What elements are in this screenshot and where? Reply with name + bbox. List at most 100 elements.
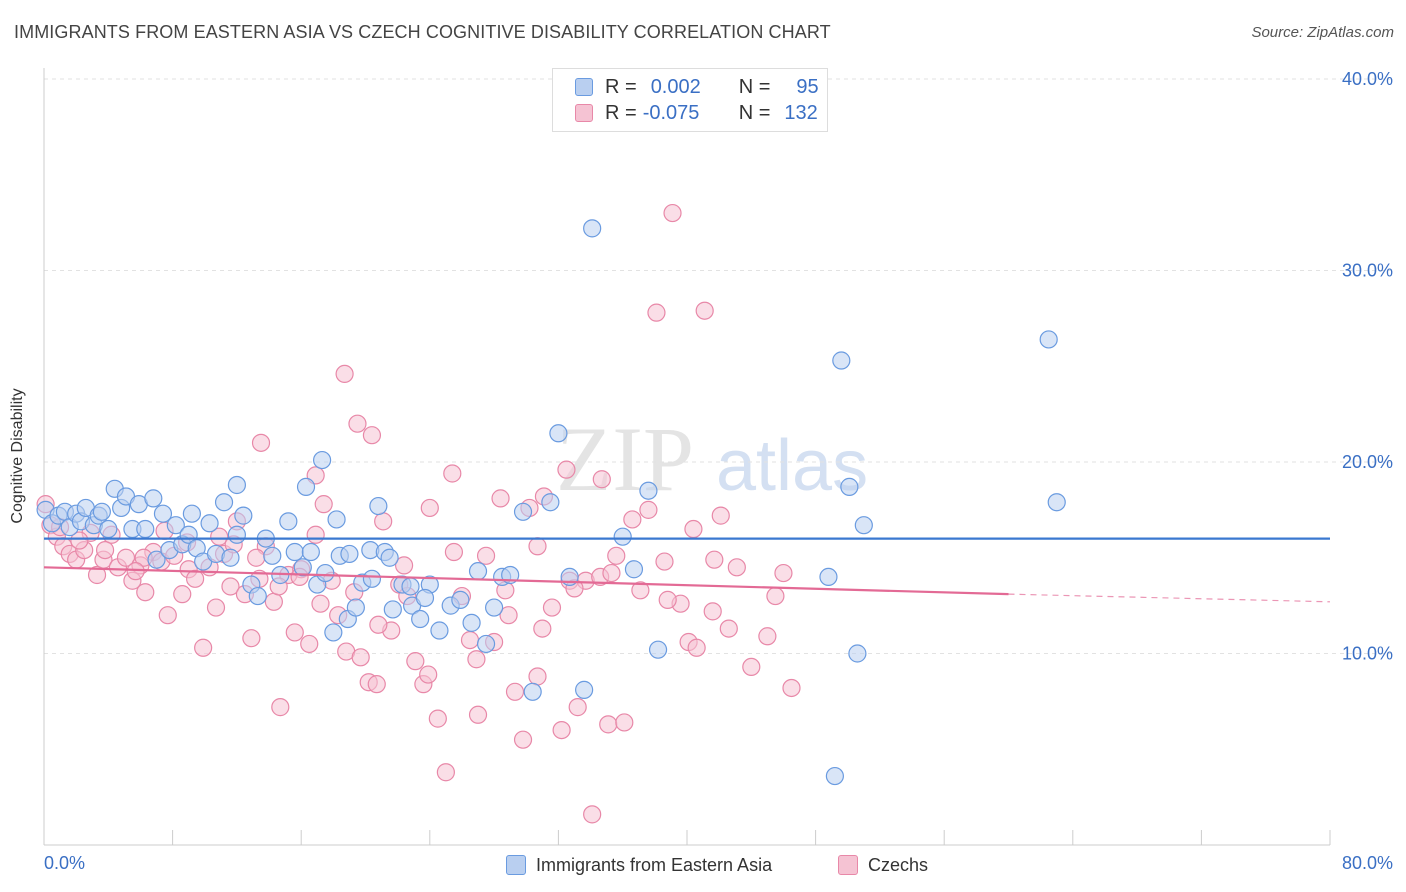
legend-r-value: 0.002 xyxy=(650,75,701,98)
point-czech xyxy=(271,698,290,717)
point-czech xyxy=(136,583,155,602)
point-eastern-asia xyxy=(648,640,668,659)
point-eastern-asia xyxy=(523,682,542,701)
point-czech xyxy=(428,709,447,728)
point-czech xyxy=(758,627,777,646)
legend-swatch-czechs xyxy=(575,104,593,122)
correlation-legend: R = 0.002 N = 95 R = -0.075 N = 132 xyxy=(552,68,828,132)
point-eastern-asia xyxy=(301,542,320,562)
point-eastern-asia xyxy=(293,558,312,577)
bottom-legend-czechs: Czechs xyxy=(838,852,928,878)
trend-lines xyxy=(43,537,1331,603)
legend-r-value: -0.075 xyxy=(642,101,700,124)
point-eastern-asia xyxy=(324,623,343,642)
point-eastern-asia xyxy=(1039,330,1058,349)
legend-n-value: 95 xyxy=(796,75,819,98)
point-czech xyxy=(557,460,576,479)
legend-r-label: R = xyxy=(605,101,637,124)
point-czech xyxy=(206,598,226,617)
point-eastern-asia xyxy=(227,475,246,495)
point-eastern-asia xyxy=(166,516,185,535)
bottom-legend-label-eastern-asia: Immigrants from Eastern Asia xyxy=(536,854,773,875)
point-czech xyxy=(491,489,510,508)
point-czech xyxy=(116,548,136,567)
grid xyxy=(44,78,1395,654)
point-eastern-asia xyxy=(541,493,560,512)
legend-swatch-eastern-asia xyxy=(575,78,593,96)
point-eastern-asia xyxy=(583,219,602,238)
point-czech xyxy=(468,705,488,724)
point-eastern-asia xyxy=(279,512,298,531)
point-eastern-asia xyxy=(825,766,844,786)
point-czech xyxy=(300,634,319,654)
point-eastern-asia xyxy=(147,550,166,569)
point-eastern-asia xyxy=(430,621,449,640)
point-eastern-asia xyxy=(327,510,346,529)
point-czech xyxy=(419,665,438,684)
point-eastern-asia xyxy=(153,504,173,523)
series-czechs xyxy=(36,203,801,824)
point-czech xyxy=(711,506,730,525)
point-czech xyxy=(552,720,571,740)
point-czech xyxy=(394,556,414,575)
point-eastern-asia xyxy=(316,563,335,583)
point-czech xyxy=(194,638,213,657)
bottom-legend-swatch-czechs xyxy=(838,855,858,875)
legend-r-label: R = xyxy=(605,75,637,98)
point-czech xyxy=(335,364,354,384)
point-eastern-asia xyxy=(362,569,382,588)
point-czech xyxy=(264,592,283,611)
point-czech xyxy=(782,678,801,698)
point-czech xyxy=(221,577,240,596)
point-eastern-asia xyxy=(613,527,632,546)
point-czech xyxy=(766,586,785,606)
point-czech xyxy=(623,510,642,529)
legend-row-czechs: R = -0.075 N = 132 xyxy=(575,101,818,125)
point-eastern-asia xyxy=(99,519,118,539)
point-eastern-asia xyxy=(380,548,399,567)
point-eastern-asia xyxy=(340,544,359,564)
point-eastern-asia xyxy=(848,644,867,663)
point-czech xyxy=(592,470,611,489)
trend-line-czechs-extension xyxy=(1008,593,1331,603)
point-eastern-asia xyxy=(832,351,851,370)
point-eastern-asia xyxy=(182,504,201,523)
point-czech xyxy=(406,652,425,671)
point-eastern-asia xyxy=(819,567,838,587)
point-czech xyxy=(687,638,706,657)
point-eastern-asia xyxy=(485,598,504,617)
point-czech xyxy=(242,629,261,648)
series-eastern-asia xyxy=(36,219,1066,786)
point-czech xyxy=(158,606,177,625)
point-eastern-asia xyxy=(854,516,873,535)
point-czech xyxy=(528,537,547,556)
point-eastern-asia xyxy=(200,514,219,533)
point-czech xyxy=(583,805,602,824)
legend-n-label: N = xyxy=(738,75,771,98)
watermark-zip: ZIP xyxy=(556,408,694,510)
point-czech xyxy=(533,619,552,638)
point-czech xyxy=(436,763,455,782)
point-czech xyxy=(362,426,382,445)
y-axis-label: Cognitive Disability xyxy=(9,388,26,524)
trend-line-czechs xyxy=(43,566,1009,596)
point-czech xyxy=(727,558,746,577)
point-czech xyxy=(658,590,677,609)
point-czech xyxy=(70,531,89,550)
point-czech xyxy=(599,715,618,734)
x-tick-label-max: 80.0% xyxy=(1342,853,1393,873)
point-eastern-asia xyxy=(411,609,430,629)
point-czech xyxy=(499,606,518,625)
point-czech xyxy=(513,730,533,749)
point-czech xyxy=(631,581,650,600)
point-czech xyxy=(607,546,626,565)
point-czech xyxy=(695,301,714,320)
x-tick-label-min: 0.0% xyxy=(44,853,85,873)
point-czech xyxy=(615,713,634,732)
point-eastern-asia xyxy=(639,481,658,500)
point-czech xyxy=(306,525,325,544)
point-czech xyxy=(251,433,271,452)
point-eastern-asia xyxy=(383,600,402,619)
point-eastern-asia xyxy=(624,560,644,579)
